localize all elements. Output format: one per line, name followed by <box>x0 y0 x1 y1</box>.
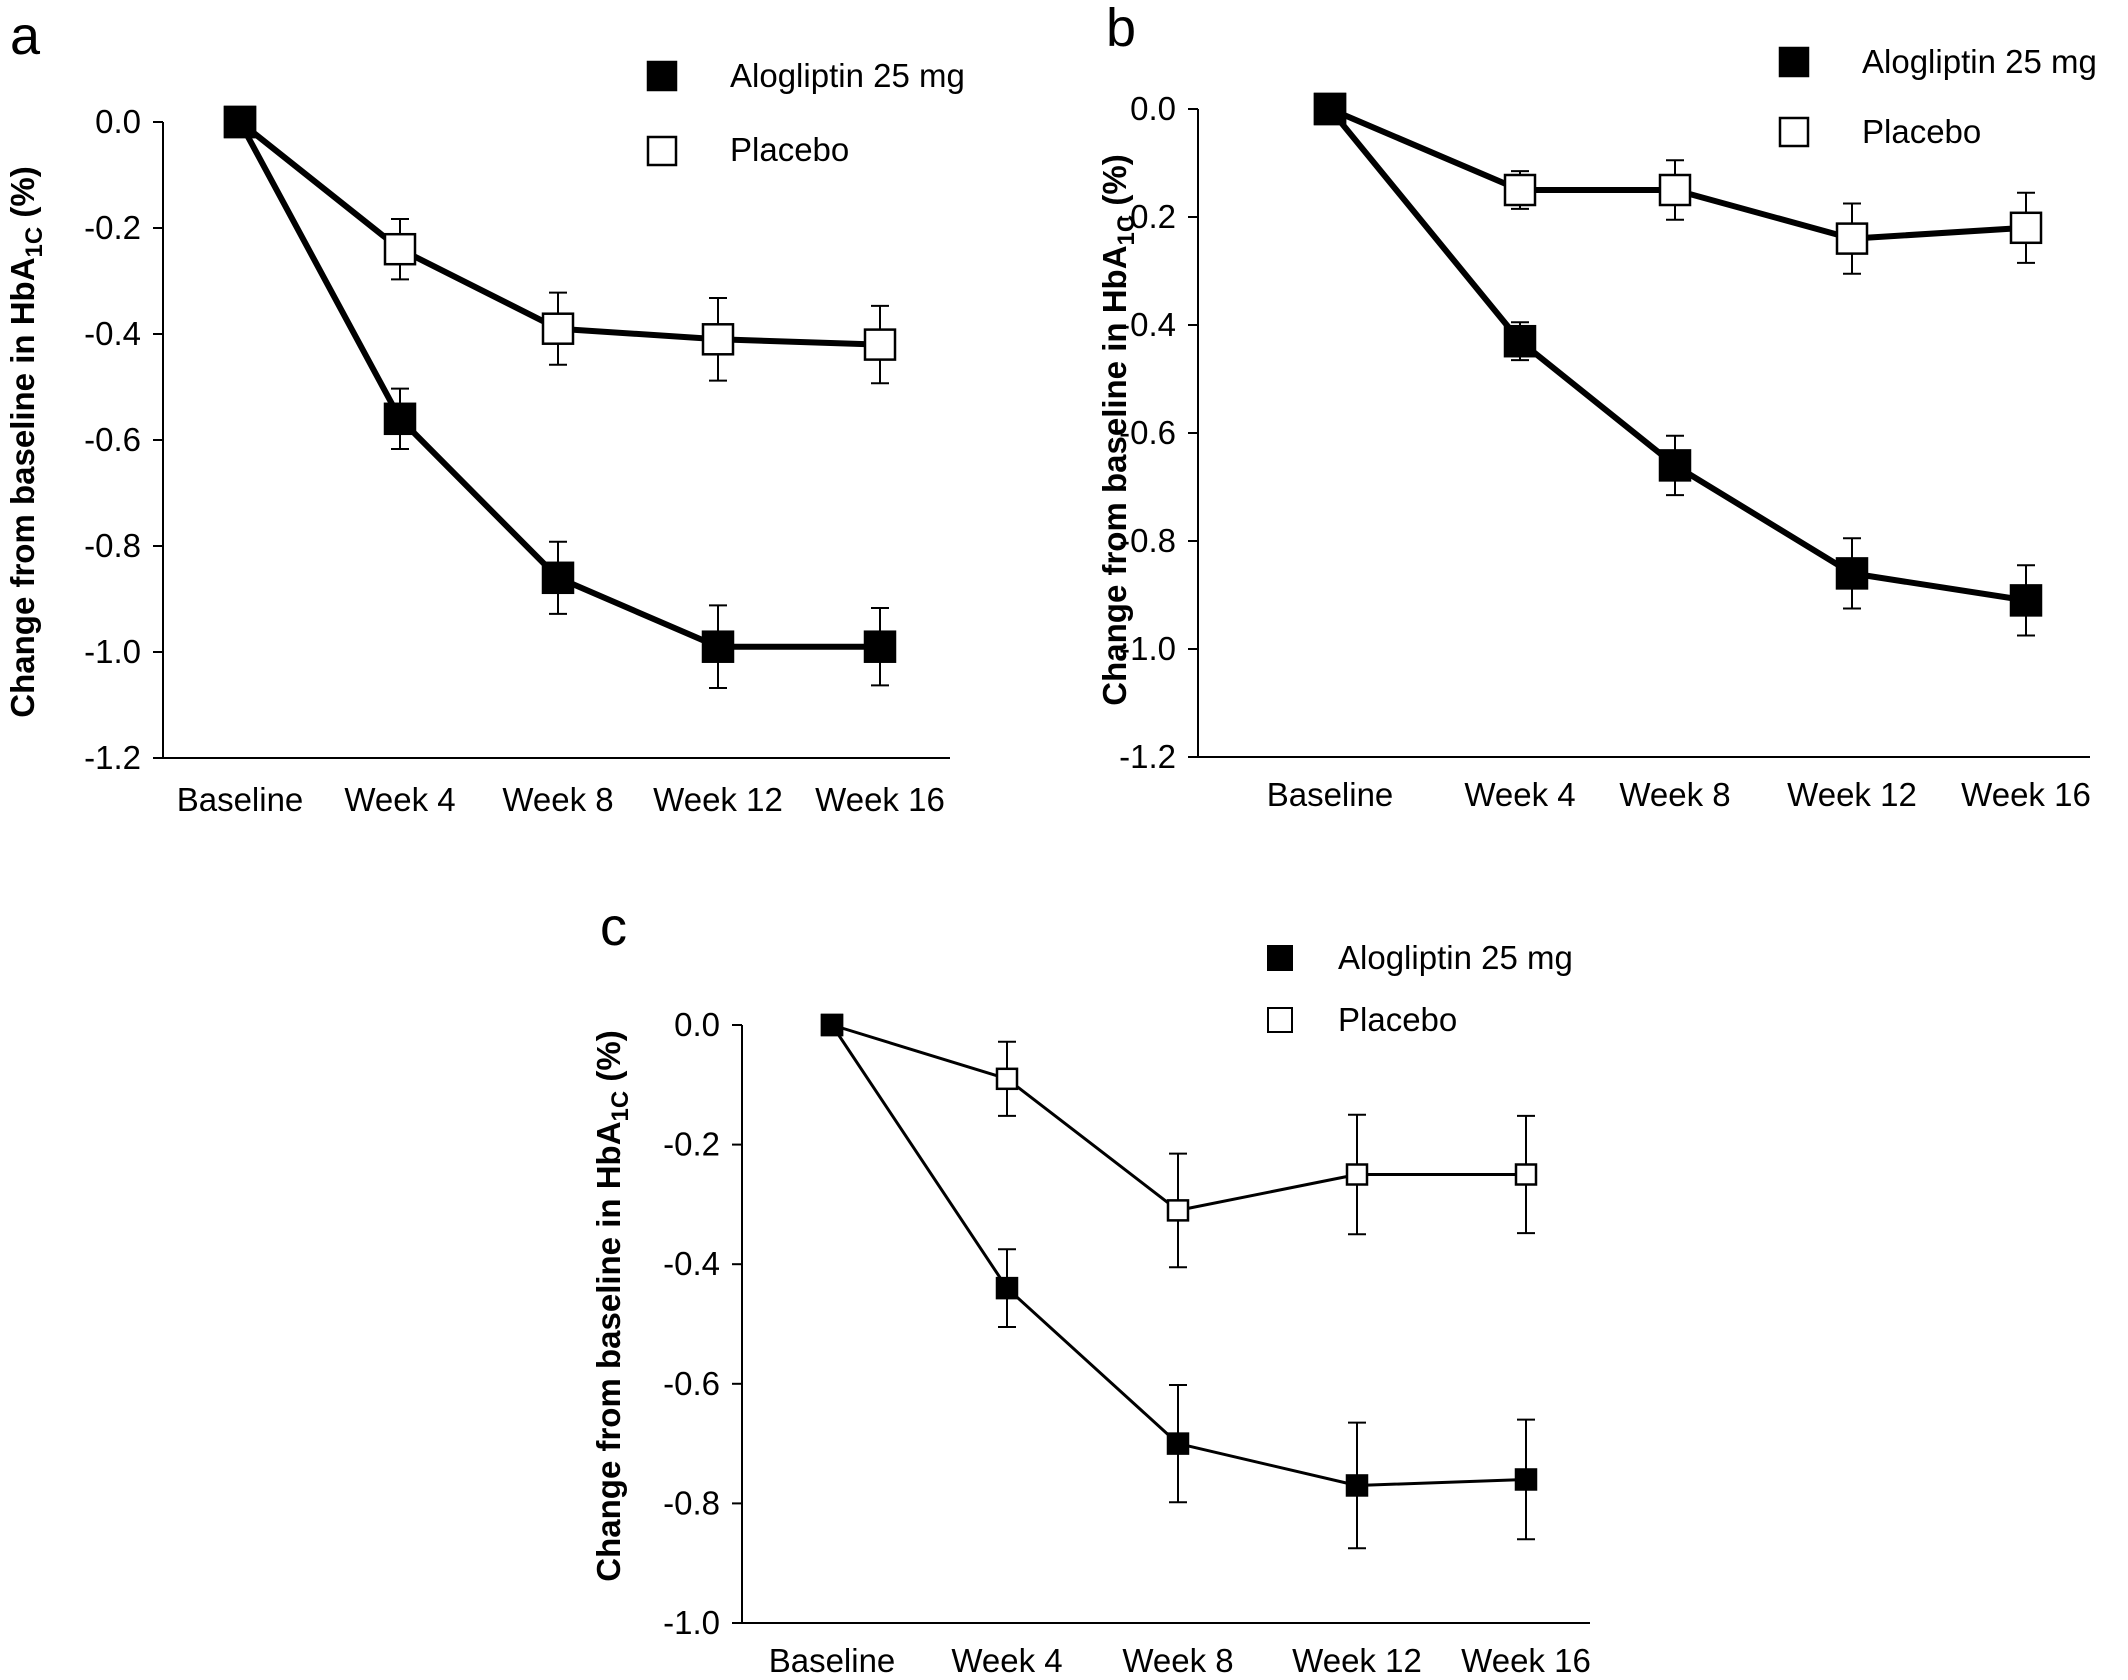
panel-b: b Alogliptin 25 mg Placebo Change from b… <box>1096 0 2097 813</box>
x-tick-label: Week 8 <box>1122 1642 1233 1679</box>
y-tick-label: -0.6 <box>1119 414 1176 451</box>
data-point-placebo <box>541 312 575 345</box>
panel-c-axes: 0.0 -0.2 -0.4 -0.6 -0.8 -1.0 Baseline Week 4 Wee… <box>663 1006 1591 1679</box>
legend-alogliptin-label: Alogliptin 25 mg <box>1862 43 2097 80</box>
data-point-alogliptin <box>1166 1432 1190 1455</box>
legend-alogliptin-label: Alogliptin 25 mg <box>730 57 965 94</box>
legend-placebo-label: Placebo <box>1338 1001 1457 1038</box>
y-tick-label: 0.0 <box>674 1006 720 1043</box>
data-point-placebo <box>1835 222 1869 255</box>
legend-alogliptin-marker <box>646 60 678 92</box>
panel-b-series <box>1313 92 2043 637</box>
panel-c: c Alogliptin 25 mg Placebo Change from b… <box>590 897 1591 1679</box>
y-tick-label: -0.4 <box>663 1245 720 1282</box>
data-point-alogliptin <box>1503 324 1537 358</box>
data-point-alogliptin <box>383 402 417 436</box>
y-tick-label: -1.2 <box>84 739 141 776</box>
panel-c-letter: c <box>600 897 627 957</box>
panel-b-legend: Alogliptin 25 mg Placebo <box>1778 43 2097 150</box>
y-tick-label: -0.2 <box>1119 198 1176 235</box>
y-tick-label: -1.2 <box>1119 738 1176 775</box>
data-point-alogliptin <box>1835 557 1869 590</box>
data-point-placebo <box>995 1067 1019 1091</box>
data-point-alogliptin <box>701 630 735 663</box>
panel-a-y-axis-title: Change from baseline in HbA1C (%) <box>4 166 48 717</box>
data-point-alogliptin <box>223 105 257 139</box>
y-tick-label: 0.0 <box>95 103 141 140</box>
legend-placebo-marker <box>646 135 678 167</box>
x-tick-label: Week 12 <box>653 781 783 818</box>
panel-c-y-axis-title: Change from baseline in HbA1C (%) <box>590 1030 634 1581</box>
x-tick-label: Week 4 <box>344 781 455 818</box>
y-tick-label: -1.0 <box>84 633 141 670</box>
panel-a-series <box>223 105 897 690</box>
x-tick-label: Week 4 <box>1464 776 1575 813</box>
panel-b-y-axis-title: Change from baseline in HbA1C (%) <box>1096 154 1140 705</box>
y-tick-label: -0.4 <box>1119 306 1176 343</box>
data-point-alogliptin <box>1514 1468 1538 1491</box>
y-tick-label: -0.2 <box>84 209 141 246</box>
data-point-placebo <box>701 323 735 356</box>
x-tick-label: Week 8 <box>502 781 613 818</box>
y-tick-label: -0.8 <box>84 527 141 564</box>
legend-alogliptin-marker <box>1267 945 1293 971</box>
panel-a: a Alogliptin 25 mg Placebo Change from b… <box>4 6 965 818</box>
panel-a-legend: Alogliptin 25 mg Placebo <box>646 57 965 168</box>
x-tick-label: Week 4 <box>951 1642 1062 1679</box>
y-tick-label: -0.6 <box>84 421 141 458</box>
y-tick-label: -0.2 <box>663 1126 720 1163</box>
panel-b-letter: b <box>1106 0 1136 58</box>
panel-c-series <box>820 1013 1538 1550</box>
legend-placebo-label: Placebo <box>730 131 849 168</box>
data-point-alogliptin <box>995 1276 1019 1300</box>
panel-a-letter: a <box>10 6 41 66</box>
data-point-placebo <box>1166 1199 1190 1222</box>
y-tick-label: -0.8 <box>663 1484 720 1521</box>
x-tick-label: Baseline <box>769 1642 896 1679</box>
data-point-alogliptin <box>2009 584 2043 617</box>
panel-b-axes: 0.0 -0.2 -0.4 -0.6 -0.8 -1.0 -1.2 Baseline Week … <box>1119 90 2091 813</box>
x-tick-label: Week 16 <box>815 781 945 818</box>
y-tick-label: -1.0 <box>663 1604 720 1641</box>
y-tick-label: -0.8 <box>1119 522 1176 559</box>
y-tick-label: -0.6 <box>663 1365 720 1402</box>
y-tick-label: -1.0 <box>1119 630 1176 667</box>
data-point-placebo <box>383 232 417 266</box>
data-point-alogliptin <box>863 630 897 663</box>
data-point-alogliptin <box>541 561 575 595</box>
data-point-placebo <box>1503 173 1537 207</box>
data-point-alogliptin <box>820 1013 844 1037</box>
panel-c-legend: Alogliptin 25 mg Placebo <box>1267 939 1573 1038</box>
data-point-placebo <box>2009 211 2043 245</box>
x-tick-label: Week 16 <box>1961 776 2091 813</box>
legend-placebo-label: Placebo <box>1862 113 1981 150</box>
legend-placebo-marker <box>1267 1007 1293 1033</box>
data-point-placebo <box>1345 1163 1369 1186</box>
x-tick-label: Week 12 <box>1787 776 1917 813</box>
data-point-alogliptin <box>1658 449 1692 482</box>
x-tick-label: Week 8 <box>1619 776 1730 813</box>
panel-a-axes: 0.0 -0.2 -0.4 -0.6 -0.8 -1.0 -1.2 Baseline Week … <box>84 103 950 818</box>
data-point-alogliptin <box>1313 92 1347 126</box>
data-point-placebo <box>1514 1163 1538 1186</box>
x-tick-label: Baseline <box>177 781 304 818</box>
data-point-placebo <box>863 328 897 361</box>
legend-alogliptin-marker <box>1778 46 1810 78</box>
data-point-alogliptin <box>1345 1474 1369 1497</box>
x-tick-label: Baseline <box>1267 776 1394 813</box>
legend-placebo-marker <box>1778 116 1810 148</box>
y-tick-label: -0.4 <box>84 315 141 352</box>
x-tick-label: Week 12 <box>1292 1642 1422 1679</box>
data-point-placebo <box>1658 173 1692 207</box>
y-tick-label: 0.0 <box>1130 90 1176 127</box>
legend-alogliptin-label: Alogliptin 25 mg <box>1338 939 1573 976</box>
x-tick-label: Week 16 <box>1461 1642 1591 1679</box>
